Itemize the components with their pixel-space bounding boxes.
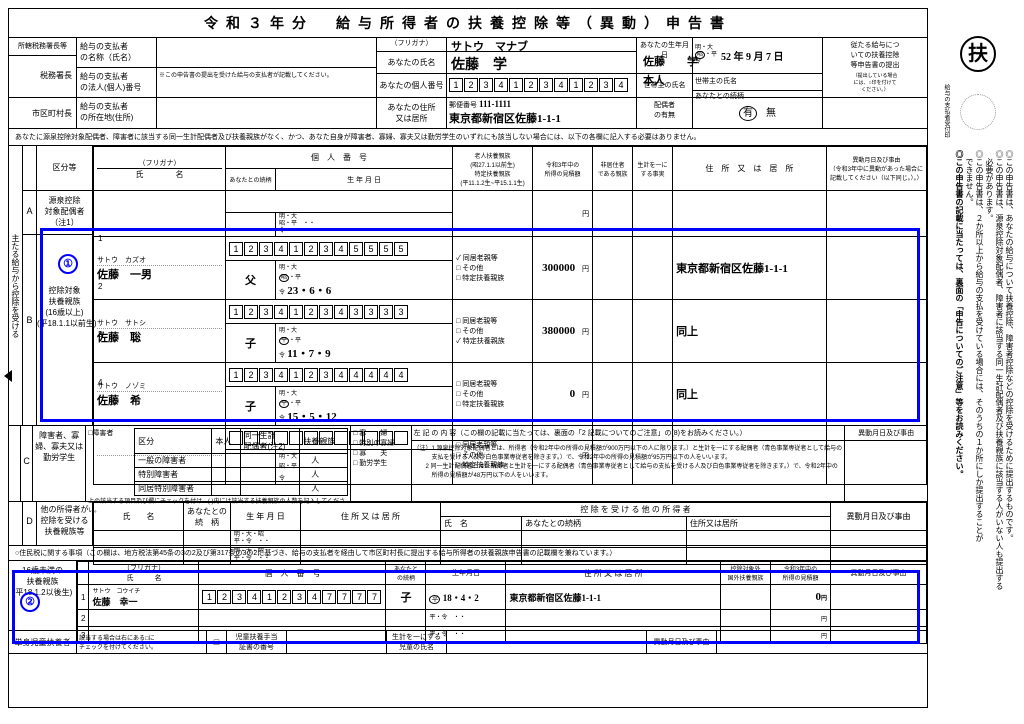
postal-value: 111-1111 xyxy=(479,99,511,109)
personal-no-boxes: 123412341234 xyxy=(447,74,636,98)
side-note-2: ◎この申告書は、源泉控除対象配偶者、障害者に該当する同一生計配偶者及び扶養親族に… xyxy=(994,150,1005,590)
postal-label: 郵便番号 xyxy=(449,102,477,109)
personal-no-label: あなたの個人番号 xyxy=(377,74,446,98)
spouse-label: 配偶者 の有無 xyxy=(637,98,692,129)
side-note-1: ◎この申告書は、あなたの給与について扶養控除、障害者控除などの控除を受けるために… xyxy=(1004,150,1015,542)
triangle-icon xyxy=(4,370,12,382)
section-d-label: 他の所得者が 控除を受ける 扶養親族等 xyxy=(37,502,93,545)
highlight-box-1 xyxy=(40,228,920,422)
spouse-no: 無 xyxy=(766,108,776,119)
highlight-box-2 xyxy=(12,570,920,644)
payer-name-label: 給与の支払者 の名称（氏名） xyxy=(77,38,156,68)
address-value: 東京都新宿区佐藤1-1-1 xyxy=(449,110,634,126)
right-box-label: 従たる給与につ いての扶養控除 等申告書の提出 xyxy=(825,40,925,70)
householder-value: 佐藤 学 xyxy=(643,53,751,71)
side-label-main: 主たる給与から控除を受ける xyxy=(9,146,23,425)
city-chief-label: 市区町村長 xyxy=(9,98,76,129)
payer-addr-label: 給与の支払者 の所在地(住所) xyxy=(77,98,156,129)
tax-chief-label: 税務署長 xyxy=(9,56,76,98)
fu-mark: 扶 xyxy=(960,36,996,72)
side-note-4: ◎この申告書は、２か所以上から給与の支払を受けている場合には、そのうちの１か所に… xyxy=(974,150,985,542)
marker-2: ② xyxy=(20,592,40,612)
side-note-6: ◎この申告書の記載に当たっては、裏面の「申告についてのご注意」等をお読みください… xyxy=(954,150,965,478)
right-box-note: （提出している場合 には、○印を付けて ください。） xyxy=(825,72,925,93)
your-name-label: あなたの氏名 xyxy=(377,52,446,74)
furigana-value: サトウ マナブ xyxy=(447,38,636,52)
name-value: 佐藤 学 xyxy=(447,52,636,74)
marker-1: ① xyxy=(58,254,78,274)
your-addr-label: あなたの住所 又は居所 xyxy=(377,98,446,129)
relation-value: 本人 xyxy=(643,72,751,88)
corp-note: ※この申告書の提出を受けた給与の支払者が記載してください。 xyxy=(157,68,376,98)
section-c-label: 障害者、寡 婦、寡夫又は 勤労学生 xyxy=(33,426,86,501)
furigana-label: （フリガナ） xyxy=(377,38,446,52)
kubun-label: 区分等 xyxy=(37,146,92,190)
payer-corp-label: 給与の支払者 の法人(個人)番号 xyxy=(77,68,156,98)
spouse-yes: 有 xyxy=(739,106,757,121)
relation-label: あなたとの続柄 xyxy=(693,91,822,98)
instruction-text: あなたに源泉控除対象配偶者、障害者に該当する同一生計配偶者及び扶養親族がなく、か… xyxy=(9,129,927,145)
form-title: 令和３年分 給与所得者の扶養控除等（異動）申告書 xyxy=(9,9,927,37)
tax-office-label: 所轄税務署長等 xyxy=(9,38,76,56)
seal-circle xyxy=(960,94,996,130)
